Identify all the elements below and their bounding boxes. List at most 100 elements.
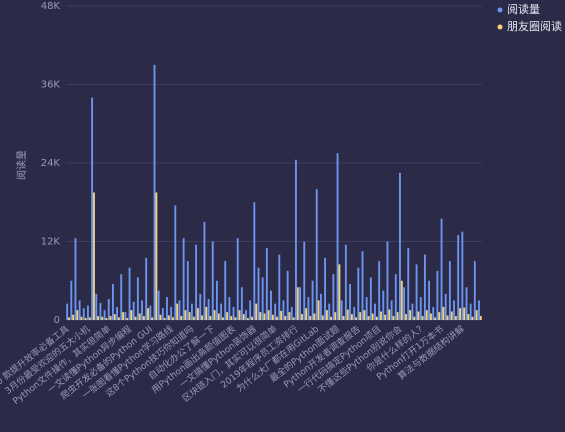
bar xyxy=(161,308,164,320)
bar xyxy=(84,318,87,320)
bar xyxy=(400,280,403,320)
bar xyxy=(413,316,416,320)
bar xyxy=(305,308,308,320)
bar xyxy=(211,241,214,320)
bar xyxy=(103,310,106,320)
bar xyxy=(159,314,162,320)
bar xyxy=(357,267,360,320)
bar xyxy=(330,316,333,320)
bar xyxy=(371,313,374,320)
bar xyxy=(82,308,85,320)
bar xyxy=(130,310,133,320)
y-tick-label: 12K xyxy=(41,237,61,248)
bar xyxy=(136,277,139,320)
bar xyxy=(195,244,198,320)
bar xyxy=(299,287,302,320)
bar xyxy=(317,300,320,320)
bar xyxy=(70,280,73,320)
bar xyxy=(215,280,218,320)
bar xyxy=(378,261,381,320)
bar xyxy=(344,244,347,320)
bar xyxy=(217,313,220,320)
bar xyxy=(286,270,289,320)
bar xyxy=(172,317,174,320)
bar xyxy=(417,311,420,320)
bar xyxy=(301,314,303,320)
bar xyxy=(255,303,258,320)
bar xyxy=(78,300,81,320)
bar xyxy=(326,310,328,320)
bar xyxy=(261,277,264,320)
bar xyxy=(236,238,239,320)
bar xyxy=(118,317,120,320)
bar xyxy=(454,316,457,320)
bar xyxy=(428,280,430,320)
bar xyxy=(134,316,137,320)
bar xyxy=(246,318,249,320)
bar xyxy=(147,308,149,320)
bar xyxy=(461,231,464,320)
bar xyxy=(403,287,406,320)
bar xyxy=(421,316,424,320)
bar xyxy=(109,316,112,320)
bar xyxy=(280,310,283,320)
bar xyxy=(222,317,224,320)
bar xyxy=(270,290,272,320)
bar xyxy=(282,300,285,320)
bar xyxy=(192,316,195,320)
bar xyxy=(405,314,407,320)
bar xyxy=(66,303,69,320)
bar xyxy=(419,297,422,320)
bar xyxy=(93,192,95,320)
bar xyxy=(479,316,482,320)
bar xyxy=(240,287,243,320)
bar xyxy=(232,306,235,320)
y-tick-label: 24K xyxy=(41,158,61,169)
bar xyxy=(465,287,468,320)
bar xyxy=(163,318,166,320)
bar xyxy=(459,308,461,320)
bar xyxy=(274,303,277,320)
bar xyxy=(425,310,428,320)
bar xyxy=(138,313,141,320)
bar xyxy=(76,310,79,320)
bar xyxy=(367,316,370,320)
bar xyxy=(457,234,460,320)
bar xyxy=(257,267,260,320)
bar xyxy=(346,309,349,320)
bar xyxy=(68,317,70,320)
bar xyxy=(174,205,177,320)
bar xyxy=(220,303,222,320)
bar xyxy=(434,317,437,320)
bar xyxy=(467,314,470,320)
bar xyxy=(113,314,116,320)
bar xyxy=(166,297,168,320)
bar xyxy=(99,302,102,320)
bar xyxy=(253,202,256,320)
bar xyxy=(438,312,441,320)
y-tick-label: 0 xyxy=(54,315,60,326)
bar xyxy=(120,274,123,320)
bar xyxy=(450,311,453,320)
bar xyxy=(338,264,341,320)
bar xyxy=(245,310,247,320)
bar xyxy=(259,312,262,320)
bar xyxy=(361,251,364,320)
bar xyxy=(390,300,393,320)
bar xyxy=(394,274,397,320)
bar xyxy=(122,312,125,320)
bar xyxy=(384,314,387,320)
bar xyxy=(440,218,443,320)
bar xyxy=(436,270,439,320)
bar xyxy=(74,238,77,320)
bar xyxy=(415,264,418,320)
bar xyxy=(353,306,356,320)
bar xyxy=(386,241,389,320)
bar xyxy=(276,316,278,320)
bar xyxy=(97,316,100,320)
bar xyxy=(151,317,154,320)
legend-marker xyxy=(497,24,503,30)
bar xyxy=(388,309,391,320)
bar xyxy=(295,159,297,320)
